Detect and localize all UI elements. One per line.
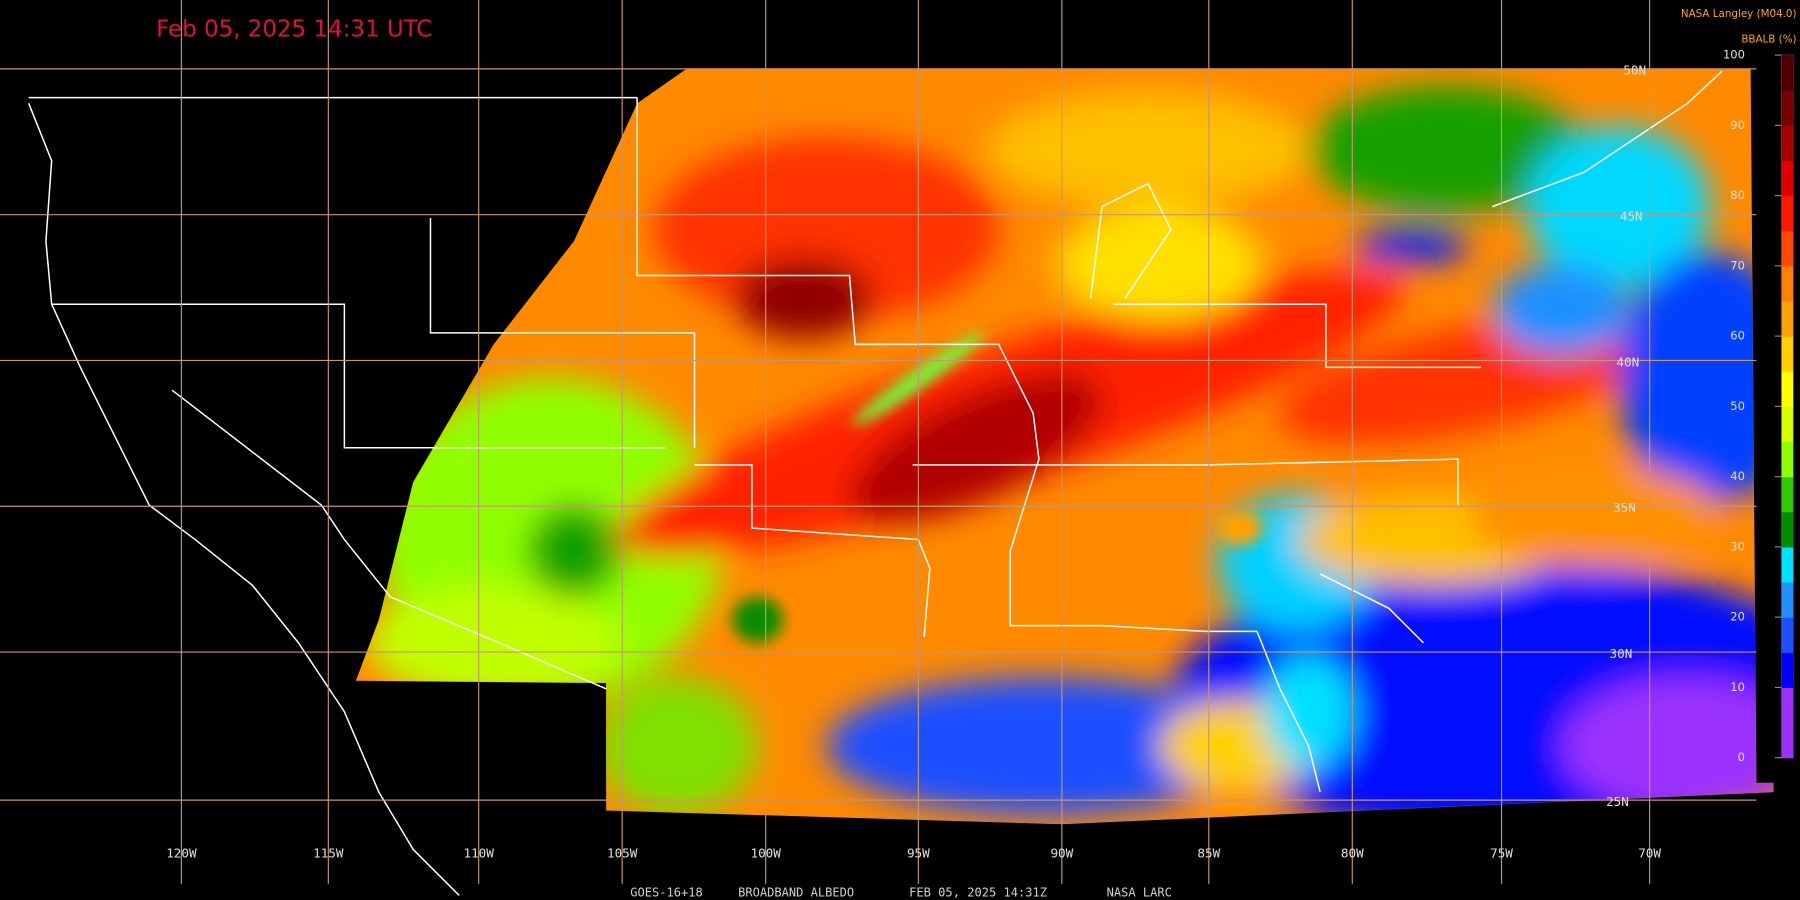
latitude-label: 45N (1620, 208, 1643, 223)
longitude-label: 120W (166, 846, 197, 861)
caption: BROADBAND ALBEDO (738, 886, 854, 900)
latitude-label: 25N (1606, 794, 1629, 809)
latitude-label: 35N (1613, 500, 1636, 515)
colorbar-band (1781, 336, 1794, 372)
caption: FEB 05, 2025 14:31Z (909, 886, 1047, 900)
latitude-label: 40N (1616, 354, 1639, 369)
colorbar-label: BBALB (%) (1741, 33, 1796, 45)
colorbar-band (1781, 687, 1794, 724)
colorbar-tick-label: 20 (1730, 610, 1745, 624)
caption: NASA LARC (1107, 886, 1172, 900)
colorbar-tick-label: 90 (1730, 118, 1745, 132)
colorbar-tick-label: 50 (1730, 399, 1745, 413)
colorbar-band (1781, 722, 1794, 759)
colorbar-band (1781, 371, 1794, 407)
colorbar-tick-label: 80 (1730, 188, 1745, 202)
colorbar-band (1781, 300, 1794, 337)
longitude-label: 80W (1341, 846, 1364, 861)
colorbar-band (1781, 546, 1794, 583)
colorbar-band (1781, 125, 1794, 162)
colorbar-band (1781, 441, 1794, 478)
colorbar-band (1781, 230, 1794, 267)
colorbar-tick-label: 10 (1730, 680, 1745, 694)
graticule: 120W 115W 110W 105W 100W 95W 90W 85W 80W 75W 70W 50… (0, 0, 1757, 884)
longitude-label: 75W (1490, 846, 1513, 861)
longitude-label: 115W (313, 846, 344, 861)
colorbar-band (1781, 476, 1794, 513)
colorbar-band (1781, 90, 1794, 126)
colorbar-tick-label: 0 (1738, 750, 1745, 764)
colorbar-tick-label: 30 (1730, 539, 1745, 553)
timestamp-title: Feb 05, 2025 14:31 UTC (156, 17, 432, 43)
colorbar-tick-label: 40 (1730, 469, 1745, 483)
latitude-label: 30N (1610, 646, 1633, 661)
latitude-label: 50N (1623, 63, 1646, 78)
boundaries (28, 70, 1723, 896)
colorbar-band (1781, 582, 1794, 618)
colorbar-band (1781, 652, 1794, 688)
colorbar-band (1781, 55, 1794, 91)
longitude-label: 70W (1638, 846, 1661, 861)
colorbar-band (1781, 617, 1794, 653)
colorbar-band (1781, 511, 1794, 548)
longitude-label: 90W (1050, 846, 1073, 861)
colorbar: 0 10 20 30 40 50 60 70 80 90 100 (1723, 48, 1794, 764)
caption: GOES-16+18 (630, 886, 703, 900)
colorbar-tick-label: 60 (1730, 329, 1745, 343)
longitude-label: 95W (907, 846, 930, 861)
longitude-label: 100W (751, 846, 782, 861)
colorbar-tick-label: 70 (1730, 258, 1745, 272)
colorbar-band (1781, 160, 1794, 197)
colorbar-band (1781, 195, 1794, 232)
longitude-label: 85W (1197, 846, 1220, 861)
colorbar-tick-label: 100 (1723, 48, 1745, 62)
credit: NASA Langley (M04.0) (1681, 8, 1797, 20)
longitude-label: 105W (607, 846, 638, 861)
longitude-label: 110W (464, 846, 495, 861)
colorbar-band (1781, 406, 1794, 443)
colorbar-band (1781, 265, 1794, 302)
